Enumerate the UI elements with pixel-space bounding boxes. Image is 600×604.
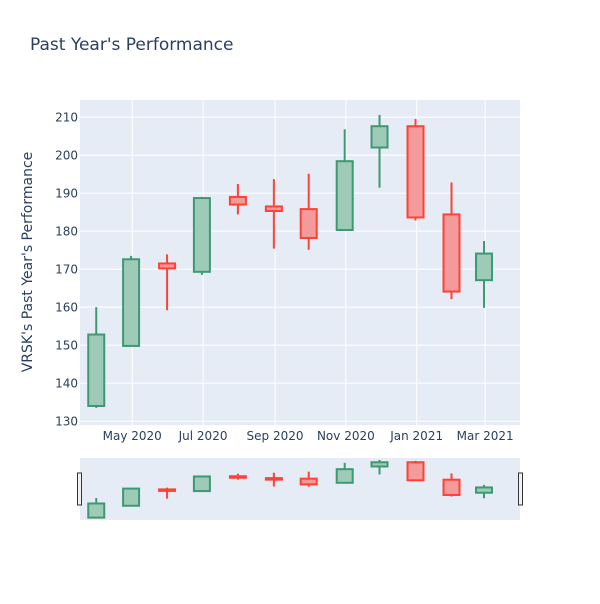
slider-candle-body <box>299 477 318 486</box>
candle-body <box>475 252 494 282</box>
y-tick-label: 170 <box>55 263 78 277</box>
y-tick-label: 140 <box>55 377 78 391</box>
candle-body <box>122 258 141 347</box>
y-tick-label: 210 <box>55 111 78 125</box>
candle-body <box>299 208 318 239</box>
slider-candle-body <box>370 461 389 468</box>
y-tick-label: 150 <box>55 339 78 353</box>
slider-candle-body <box>475 486 494 494</box>
candle-body <box>442 213 461 293</box>
candle-body <box>87 333 106 407</box>
candle-body <box>228 195 247 206</box>
slider-candle-body <box>228 475 247 479</box>
candle-body <box>192 197 211 273</box>
y-tick-label: 130 <box>55 415 78 429</box>
slider-handle-left[interactable] <box>77 472 82 506</box>
candle-body <box>406 125 425 219</box>
y-tick-label: 190 <box>55 187 78 201</box>
y-tick-label: 180 <box>55 225 78 239</box>
slider-candle-body <box>192 475 211 493</box>
x-tick-label: Sep 2020 <box>247 429 304 443</box>
y-tick-label: 160 <box>55 301 78 315</box>
slider-candle-body <box>122 487 141 507</box>
candle-body <box>264 205 283 212</box>
x-tick-label: Nov 2020 <box>317 429 375 443</box>
slider-candle-body <box>264 477 283 481</box>
range-slider-handles[interactable] <box>77 472 523 506</box>
slider-candle-body <box>87 502 106 519</box>
slider-candle-body <box>158 488 177 492</box>
range-slider-candles <box>87 460 494 519</box>
y-axis-ticks: 130 140 150 160 170 180 190 200 210 <box>55 111 78 429</box>
slider-candle-body <box>442 478 461 496</box>
candles <box>87 114 494 408</box>
y-tick-label: 200 <box>55 149 78 163</box>
x-tick-label: Jul 2020 <box>178 429 228 443</box>
x-tick-label: Mar 2021 <box>457 429 514 443</box>
candle-body <box>335 160 354 232</box>
chart-title: Past Year's Performance <box>30 35 234 55</box>
x-tick-label: May 2020 <box>103 429 162 443</box>
slider-candle-body <box>406 461 425 482</box>
slider-candle-body <box>335 468 354 484</box>
candle-body <box>370 125 389 149</box>
y-axis-label: VRSK's Past Year's Performance <box>20 152 36 373</box>
x-axis-ticks: May 2020 Jul 2020 Sep 2020 Nov 2020 Jan 2021… <box>103 429 514 443</box>
x-tick-label: Jan 2021 <box>389 429 443 443</box>
candle-body <box>158 262 177 270</box>
slider-handle-right[interactable] <box>518 472 523 506</box>
